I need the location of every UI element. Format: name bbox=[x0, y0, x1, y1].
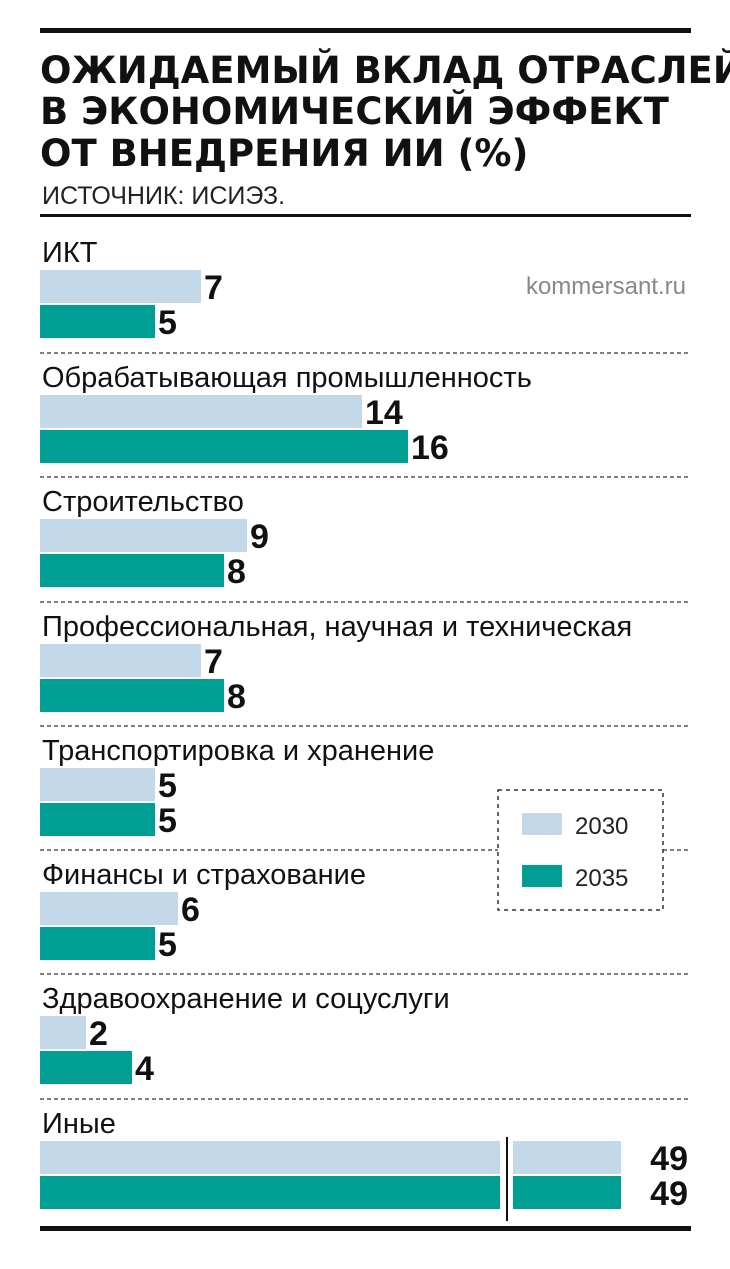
watermark: kommersant.ru bbox=[526, 273, 686, 300]
value-label-2030-cat-3: 7 bbox=[204, 643, 223, 681]
category-label-6: Здравоохранение и соцуслуги bbox=[42, 983, 450, 1015]
category-label-3: Профессиональная, научная и техническая bbox=[42, 611, 632, 643]
chart-title-line-2: В ЭКОНОМИЧЕСКИЙ ЭФФЕКТ bbox=[40, 89, 670, 133]
value-label-2030-cat-2: 9 bbox=[250, 518, 269, 556]
value-label-2035-cat-5: 5 bbox=[158, 926, 177, 964]
source-note: ИСТОЧНИК: ИСИЭЗ. bbox=[42, 182, 285, 210]
bar-2035-cat-5 bbox=[40, 927, 155, 960]
category-label-7: Иные bbox=[42, 1108, 116, 1140]
top-rule bbox=[40, 28, 691, 33]
bar-2035-cat-7-part2 bbox=[513, 1176, 621, 1209]
bar-2030-cat-0 bbox=[40, 270, 201, 303]
category-label-5: Финансы и страхование bbox=[42, 859, 366, 891]
chart-title-line-1: ОЖИДАЕМЫЙ ВКЛАД ОТРАСЛЕЙ bbox=[40, 48, 730, 92]
bar-2030-cat-7-part1 bbox=[40, 1141, 500, 1174]
value-label-2035-cat-2: 8 bbox=[227, 553, 246, 591]
bar-2030-cat-6 bbox=[40, 1016, 86, 1049]
category-label-1: Обрабатывающая промышленность bbox=[42, 362, 532, 394]
bar-2035-cat-6 bbox=[40, 1051, 132, 1084]
value-label-2030-cat-5: 6 bbox=[181, 891, 200, 929]
bar-2035-cat-3 bbox=[40, 679, 224, 712]
bar-2030-cat-3 bbox=[40, 644, 201, 677]
legend: 2030 2035 bbox=[497, 789, 664, 911]
bar-2035-cat-0 bbox=[40, 305, 155, 338]
chart-title-line-3: ОТ ВНЕДРЕНИЯ ИИ (%) bbox=[40, 132, 528, 175]
value-label-2030-cat-7: 49 bbox=[650, 1140, 688, 1178]
legend-frame bbox=[497, 789, 664, 911]
bar-2030-cat-2 bbox=[40, 519, 247, 552]
bar-2030-cat-1 bbox=[40, 395, 362, 428]
value-label-2030-cat-0: 7 bbox=[204, 269, 223, 307]
category-label-4: Транспортировка и хранение bbox=[42, 735, 434, 767]
value-label-2035-cat-4: 5 bbox=[158, 802, 177, 840]
value-label-2035-cat-0: 5 bbox=[158, 304, 177, 342]
legend-swatch-2035 bbox=[522, 865, 562, 887]
header-rule bbox=[40, 214, 691, 217]
value-label-2030-cat-6: 2 bbox=[89, 1015, 108, 1053]
value-label-2035-cat-3: 8 bbox=[227, 678, 246, 716]
value-label-2030-cat-1: 14 bbox=[365, 394, 403, 432]
value-label-2030-cat-4: 5 bbox=[158, 767, 177, 805]
category-label-0: ИКТ bbox=[42, 237, 98, 269]
bar-2030-cat-4 bbox=[40, 768, 155, 801]
bar-2035-cat-2 bbox=[40, 554, 224, 587]
bar-2035-cat-1 bbox=[40, 430, 408, 463]
category-label-2: Строительство bbox=[42, 486, 244, 518]
bar-2035-cat-7-part1 bbox=[40, 1176, 500, 1209]
value-label-2035-cat-7: 49 bbox=[650, 1175, 688, 1213]
bar-2030-cat-7-part2 bbox=[513, 1141, 621, 1174]
bar-2035-cat-4 bbox=[40, 803, 155, 836]
value-label-2035-cat-1: 16 bbox=[411, 429, 449, 467]
legend-label-2030: 2030 bbox=[575, 813, 628, 840]
bottom-rule bbox=[40, 1226, 691, 1231]
legend-label-2035: 2035 bbox=[575, 865, 628, 892]
value-label-2035-cat-6: 4 bbox=[135, 1050, 154, 1088]
legend-swatch-2030 bbox=[522, 813, 562, 835]
bar-2030-cat-5 bbox=[40, 892, 178, 925]
